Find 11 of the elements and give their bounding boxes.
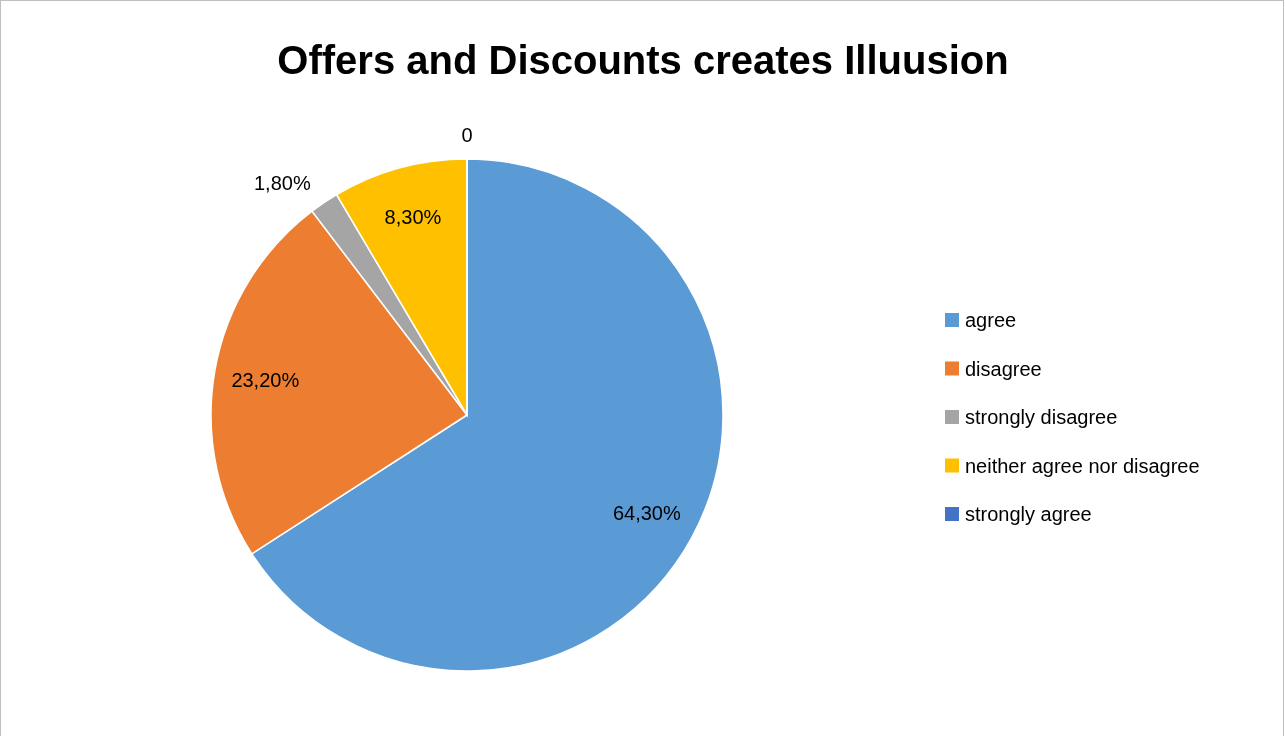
- legend-label: strongly agree: [965, 503, 1092, 525]
- data-label: 8,30%: [384, 206, 442, 229]
- data-label: 23,20%: [231, 368, 300, 391]
- legend-label: agree: [965, 309, 1017, 331]
- legend-label: neither agree nor disagree: [965, 454, 1200, 477]
- text: 0: [461, 124, 473, 146]
- chart-title: Offers and Discounts creates Illuusion: [277, 38, 1009, 82]
- legend-label: disagree: [965, 357, 1042, 380]
- legend-label: strongly disagree: [965, 406, 1118, 428]
- data-label: 1,80%: [253, 171, 311, 194]
- data-label: 64,30%: [612, 501, 681, 524]
